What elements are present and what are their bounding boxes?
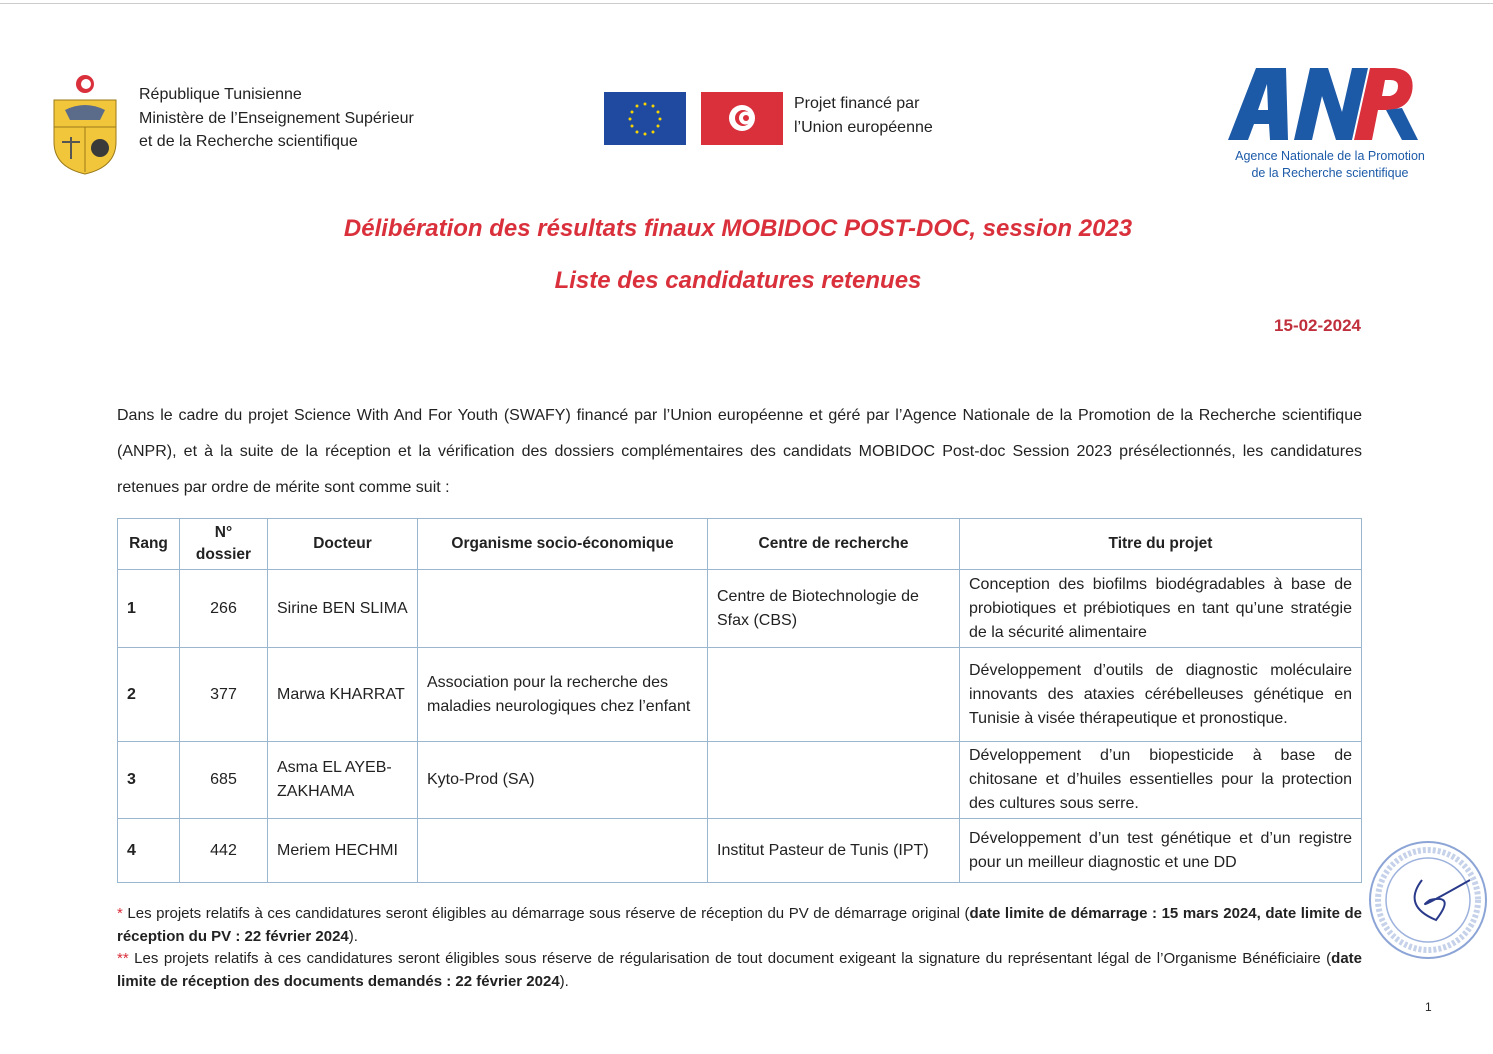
cell-organisme: Association pour la recherche des maladi… bbox=[417, 647, 708, 742]
eu-line: Projet financé par bbox=[794, 95, 920, 112]
cell-rang: 2 bbox=[117, 647, 180, 742]
footnote-end: ). bbox=[559, 972, 569, 990]
table-header-row: Rang N° dossier Docteur Organisme socio-… bbox=[117, 518, 1362, 570]
document-date: 15-02-2024 bbox=[1274, 316, 1361, 335]
header-titre: Titre du projet bbox=[959, 518, 1362, 570]
cell-centre: Institut Pasteur de Tunis (IPT) bbox=[707, 818, 960, 883]
tunisia-flag-icon bbox=[701, 92, 783, 145]
document-title: Délibération des résultats finaux MOBIDO… bbox=[343, 215, 1133, 242]
official-stamp bbox=[1369, 841, 1487, 959]
ministry-line: Ministère de l’Enseignement Supérieur bbox=[139, 109, 414, 127]
cell-organisme bbox=[417, 569, 708, 648]
document-subtitle: Liste des candidatures retenues bbox=[554, 267, 922, 294]
page-number: 1 bbox=[1425, 1000, 1432, 1014]
cell-titre: Développement d’outils de diagnostic mol… bbox=[959, 647, 1362, 742]
table-row: 3 685 Asma EL AYEB-ZAKHAMA Kyto-Prod (SA… bbox=[117, 741, 1362, 819]
header-centre: Centre de recherche bbox=[707, 518, 960, 570]
results-table: Rang N° dossier Docteur Organisme socio-… bbox=[117, 518, 1362, 883]
cell-docteur: Meriem HECHMI bbox=[267, 818, 418, 883]
anpr-line-2: de la Recherche scientifique bbox=[1251, 166, 1409, 180]
footnote-text: Les projets relatifs à ces candidatures … bbox=[128, 950, 1332, 967]
cell-rang: 4 bbox=[117, 818, 180, 883]
cell-docteur: Asma EL AYEB-ZAKHAMA bbox=[267, 741, 418, 819]
cell-dossier: 685 bbox=[179, 741, 268, 819]
ministry-line-2: et de la Recherche scientifique bbox=[139, 133, 358, 150]
cell-organisme: Kyto-Prod (SA) bbox=[417, 741, 708, 819]
cell-dossier: 442 bbox=[179, 818, 268, 883]
anpr-line: Agence Nationale de la Promotion bbox=[1235, 149, 1425, 163]
cell-docteur: Sirine BEN SLIMA bbox=[267, 569, 418, 648]
cell-docteur: Marwa KHARRAT bbox=[267, 647, 418, 742]
document-body: Dans le cadre du projet Science With And… bbox=[117, 398, 1362, 993]
footnote-1: * Les projets relatifs à ces candidature… bbox=[117, 903, 1362, 948]
footnote-2: ** Les projets relatifs à ces candidatur… bbox=[117, 948, 1362, 993]
footnotes: * Les projets relatifs à ces candidature… bbox=[117, 903, 1362, 993]
footnote-marker: * bbox=[117, 905, 123, 922]
anpr-logo bbox=[1228, 68, 1418, 140]
cell-dossier: 377 bbox=[179, 647, 268, 742]
header-rang: Rang bbox=[117, 518, 180, 570]
eu-line-2: l’Union européenne bbox=[794, 118, 933, 136]
signature bbox=[1413, 879, 1471, 922]
table-row: 1 266 Sirine BEN SLIMA Centre de Biotech… bbox=[117, 569, 1362, 648]
footnote-deadline: date limite de démarrage : 15 mars 2024,… bbox=[117, 905, 1362, 945]
table-row: 2 377 Marwa KHARRAT Association pour la … bbox=[117, 647, 1362, 742]
cell-centre: Centre de Biotechnologie de Sfax (CBS) bbox=[707, 569, 960, 648]
footnote-end: ). bbox=[348, 927, 358, 945]
header-organisme: Organisme socio-économique bbox=[417, 518, 708, 570]
cell-titre: Développement d’un test génétique et d’u… bbox=[959, 818, 1362, 883]
tunisia-coat-of-arms-logo bbox=[53, 75, 117, 175]
header-dossier: N° dossier bbox=[179, 518, 268, 570]
intro-paragraph: Dans le cadre du projet Science With And… bbox=[117, 407, 1362, 496]
cell-organisme bbox=[417, 818, 708, 883]
cell-rang: 3 bbox=[117, 741, 180, 819]
top-border bbox=[0, 3, 1493, 4]
cell-dossier: 266 bbox=[179, 569, 268, 648]
cell-titre: Développement d’un biopesticide à base d… bbox=[959, 741, 1362, 819]
cell-centre bbox=[707, 647, 960, 742]
footnote-deadline: date limite de réception des documents d… bbox=[117, 950, 1362, 990]
eu-flag-icon bbox=[604, 92, 686, 145]
republic-line: République Tunisienne bbox=[139, 86, 302, 103]
republic-header: République Tunisienne Ministère de l’Ens… bbox=[139, 83, 414, 154]
eu-funding-text: Projet financé par l’Union européenne bbox=[794, 92, 933, 139]
table-row: 4 442 Meriem HECHMI Institut Pasteur de … bbox=[117, 818, 1362, 883]
cell-titre: Conception des biofilms biodégradables à… bbox=[959, 569, 1362, 648]
footnote-text: Les projets relatifs à ces candidatures … bbox=[122, 905, 970, 922]
anpr-caption: Agence Nationale de la Promotion de la R… bbox=[1214, 148, 1446, 182]
cell-rang: 1 bbox=[117, 569, 180, 648]
cell-centre bbox=[707, 741, 960, 819]
footnote-marker: ** bbox=[117, 950, 129, 967]
header-docteur: Docteur bbox=[267, 518, 418, 570]
